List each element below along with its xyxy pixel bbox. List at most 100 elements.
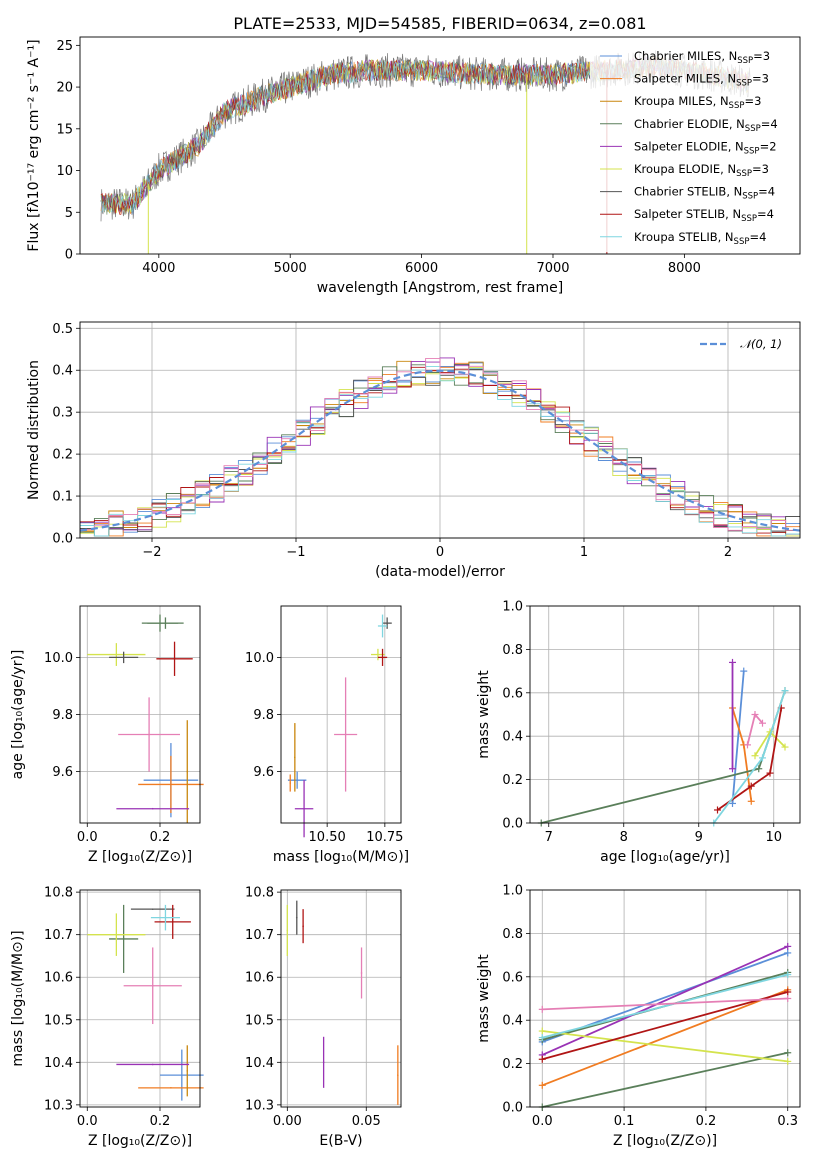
data-point <box>115 933 118 936</box>
y-tick-label: 1.0 <box>502 600 523 615</box>
data-point <box>381 625 384 627</box>
legend-entry: Chabrier ELODIE, NSSP=4 <box>634 117 778 134</box>
legend-box <box>590 44 795 252</box>
y-tick-label: 10.7 <box>245 928 274 943</box>
y-tick-label: 0.2 <box>502 773 523 788</box>
y-tick-label: 10.7 <box>44 928 73 943</box>
y-tick-label: 0.4 <box>52 364 73 379</box>
x-tick-label: 8 <box>620 830 628 845</box>
y-tick-label: 0.2 <box>52 448 73 463</box>
y-tick-label: 0.6 <box>502 686 523 701</box>
y-tick-label: 0 <box>65 248 73 263</box>
x-tick-label: 10.50 <box>309 830 346 845</box>
x-tick-label: 0.0 <box>77 1114 98 1129</box>
data-point <box>122 656 125 659</box>
x-axis-label: wavelength [Angstrom, rest frame] <box>317 280 563 296</box>
y-tick-label: 0.5 <box>52 322 73 337</box>
y-tick-label: 10.3 <box>44 1098 73 1113</box>
data-point <box>322 1061 325 1064</box>
x-axis-label: mass [log₁₀(M/M⊙)] <box>273 849 409 865</box>
y-axis-label: mass weight <box>476 954 492 1043</box>
mass-weight-line <box>541 690 786 824</box>
y-tick-label: 15 <box>56 122 73 137</box>
mass-weight-line <box>542 1030 788 1063</box>
y-tick-label: 10.0 <box>44 651 73 666</box>
x-tick-label: 0.1 <box>614 1114 635 1129</box>
axes-frame <box>280 605 402 824</box>
panel-massweight_vs_Z: 0.0 0.1 0.2 0.3 0.0 0.2 0.4 0.6 0.8 1.0 Z [log₁₀(Z… <box>476 884 801 1149</box>
data-point <box>294 756 296 759</box>
data-point <box>303 807 305 810</box>
y-tick-label: 0.6 <box>502 970 523 985</box>
y-tick-label: 10 <box>56 164 73 179</box>
x-tick-label: −2 <box>142 545 161 560</box>
figure-title: PLATE=2533, MJD=54585, FIBERID=0634, z=0… <box>233 14 646 33</box>
y-axis-label: mass weight <box>476 670 492 759</box>
x-tick-label: 10.75 <box>366 830 403 845</box>
data-point <box>148 733 150 736</box>
data-point <box>186 770 189 773</box>
y-tick-label: 5 <box>65 206 73 221</box>
x-axis-label: (data-model)/error <box>375 564 505 580</box>
data-point <box>381 656 384 659</box>
y-tick-label: 9.6 <box>253 765 274 780</box>
y-tick-label: 1.0 <box>502 884 523 899</box>
panel-age_vs_Z: 0.0 0.2 9.6 9.8 10.0 Z [log₁₀(Z/Z⊙)] age [log₁… <box>10 605 204 865</box>
y-tick-label: 9.6 <box>52 765 73 780</box>
y-tick-label: 0.3 <box>52 406 73 421</box>
y-axis-label: age [log₁₀(age/yr)] <box>10 650 26 780</box>
legend-entry: 𝒩(0, 1) <box>740 337 782 351</box>
x-tick-label: 10 <box>765 830 782 845</box>
y-axis-label: Flux [fλ10⁻¹⁷ erg cm⁻² s⁻¹ A⁻¹] <box>26 39 42 251</box>
legend-entry: Kroupa ELODIE, NSSP=3 <box>634 162 769 179</box>
axes-frame <box>79 605 201 824</box>
legend-entry: Chabrier STELIB, NSSP=4 <box>634 185 775 202</box>
y-tick-label: 0.8 <box>502 927 523 942</box>
mass-weight-line <box>746 712 764 746</box>
y-axis-label: mass [log₁₀(M/M⊙)] <box>10 930 26 1066</box>
data-point <box>344 733 347 736</box>
x-tick-label: 4000 <box>142 261 175 276</box>
data-point <box>151 984 154 987</box>
x-tick-label: 0.2 <box>696 1114 717 1129</box>
panel-age_vs_mass: 10.50 10.75 9.6 9.8 10.0 mass [log₁₀(M/M⊙)] <box>245 605 409 865</box>
legend-entry: Kroupa MILES, NSSP=3 <box>634 94 761 111</box>
y-tick-label: 0.8 <box>502 643 523 658</box>
x-tick-label: −1 <box>286 545 305 560</box>
normal-reference-curve <box>79 369 801 532</box>
panel-spectrum: 4000 5000 6000 7000 8000 0 5 10 15 20 25 wavelength… <box>26 36 801 296</box>
x-tick-label: 0.3 <box>777 1114 798 1129</box>
data-point <box>386 622 388 624</box>
mass-weight-line <box>541 988 789 1087</box>
x-tick-label: 5000 <box>274 261 307 276</box>
data-point <box>173 658 176 660</box>
axes-frame <box>79 36 801 255</box>
panel-residuals: −2 −1 0 1 2 0.0 0.1 0.2 0.3 0.4 0.5 (data-model)/er… <box>26 321 801 580</box>
legend-entry: Salpeter STELIB, NSSP=4 <box>634 207 774 224</box>
mass-weight-line <box>716 707 783 811</box>
x-tick-label: 2 <box>724 545 732 560</box>
y-tick-label: 10.0 <box>245 651 274 666</box>
data-point <box>164 916 167 919</box>
y-tick-label: 10.5 <box>245 1013 274 1028</box>
data-point <box>115 653 118 656</box>
data-point <box>377 653 379 656</box>
data-point <box>171 921 174 923</box>
axes-frame <box>79 321 801 539</box>
residual-histogram <box>80 357 800 531</box>
y-tick-label: 10.5 <box>44 1013 73 1028</box>
x-tick-label: 0 <box>436 545 444 560</box>
y-tick-label: 0.1 <box>52 490 73 505</box>
data-point <box>151 807 154 810</box>
mass-weight-line <box>542 1051 788 1108</box>
x-tick-label: 0.05 <box>352 1114 381 1129</box>
panel-mass_vs_Z: 0.0 0.2 10.3 10.4 10.5 10.6 10.7 10.8 Z [log₁₀(Z… <box>10 886 204 1149</box>
data-point <box>122 938 125 940</box>
mass-weight-line <box>713 690 786 824</box>
legend-entry: Salpeter ELODIE, NSSP=2 <box>634 139 777 156</box>
y-tick-label: 10.4 <box>245 1056 274 1071</box>
legend-entry: Chabrier MILES, NSSP=3 <box>634 49 770 66</box>
x-tick-label: 8000 <box>668 261 701 276</box>
y-tick-label: 9.8 <box>253 708 274 723</box>
